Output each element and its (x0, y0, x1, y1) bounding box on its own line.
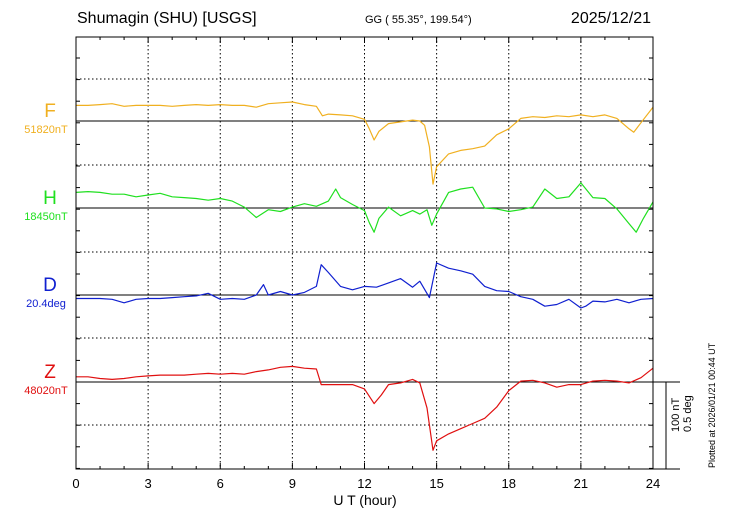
coordinates-label: GG ( 55.35°, 199.54°) (365, 14, 472, 26)
x-tick-label: 24 (646, 476, 660, 491)
channel-letter-z: Z (44, 362, 56, 383)
series-line-d (76, 262, 654, 309)
x-tick-label: 0 (72, 476, 79, 491)
scale-nt-label: 100 nT (670, 397, 682, 432)
plotted-timestamp: Plotted at 2026/01/21 00:44 UT (707, 342, 717, 468)
x-tick-label: 18 (502, 476, 516, 491)
channel-letter-d: D (43, 275, 57, 296)
x-tick-label: 6 (217, 476, 224, 491)
x-tick-label: 9 (289, 476, 296, 491)
channel-baseline-f: 51820nT (24, 124, 68, 136)
series-line-h (75, 182, 654, 233)
x-tick-label: 21 (574, 476, 588, 491)
scale-deg-label: 0.5 deg (682, 395, 694, 432)
series-line-z (76, 365, 654, 451)
station-title: Shumagin (SHU) [USGS] (77, 10, 257, 27)
channel-baseline-z: 48020nT (24, 385, 68, 397)
channel-baseline-d: 20.4deg (26, 298, 66, 310)
channel-letter-f: F (44, 101, 56, 122)
x-tick-label: 12 (357, 476, 371, 491)
x-tick-label: 3 (145, 476, 152, 491)
series-line-f (76, 101, 654, 185)
channel-baseline-h: 18450nT (24, 211, 68, 223)
x-axis-label: U T (hour) (333, 492, 397, 508)
date-label: 2025/12/21 (570, 10, 651, 27)
x-tick-label: 15 (429, 476, 443, 491)
channel-letter-h: H (43, 188, 57, 209)
